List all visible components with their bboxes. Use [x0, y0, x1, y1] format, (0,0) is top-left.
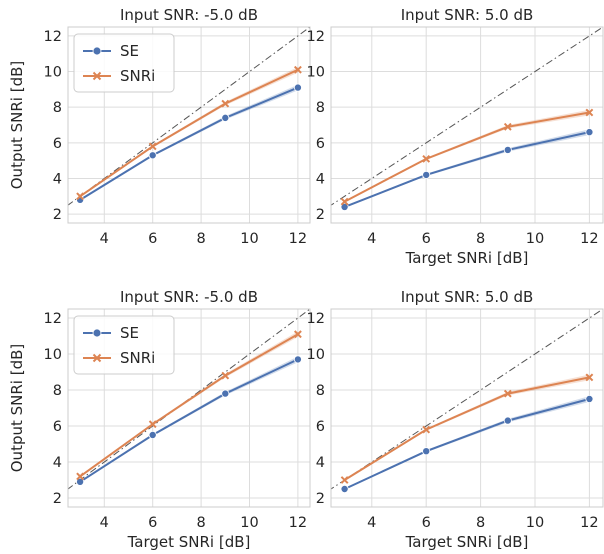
data-point: [504, 146, 511, 153]
panel-title: Input SNR: -5.0 dB: [120, 6, 258, 24]
legend: SE SNRi: [74, 34, 174, 92]
y-tick-label: 12: [307, 311, 325, 327]
data-point: [586, 395, 593, 402]
panel-2: 4 6 8 10 12 2 4 6 8 10 12 Input SNR: 5.0 dB Target S…: [304, 6, 603, 267]
data-point: [294, 84, 301, 91]
y-tick-label: 6: [53, 136, 62, 152]
y-axis-label: Output SNRi [dB]: [8, 344, 26, 473]
data-point: [341, 485, 348, 492]
x-tick-label: 6: [148, 515, 157, 531]
legend-label: SNRi: [120, 349, 155, 367]
panel-title: Input SNR: 5.0 dB: [401, 288, 534, 306]
y-tick-label: 8: [316, 100, 325, 116]
y-tick-label: 12: [44, 311, 62, 327]
legend-label: SNRi: [120, 67, 155, 85]
y-tick-label: 6: [316, 136, 325, 152]
x-tick-label: 8: [196, 231, 205, 247]
x-tick-label: 10: [240, 231, 258, 247]
data-point: [504, 417, 511, 424]
x-tick-label: 12: [580, 231, 598, 247]
x-axis-label: Target SNRi [dB]: [405, 249, 529, 267]
y-tick-label: 12: [307, 29, 325, 45]
x-tick-label: 4: [100, 515, 109, 531]
y-tick-label: 2: [316, 491, 325, 507]
x-tick-label: 4: [367, 231, 376, 247]
y-tick-label: 4: [53, 455, 62, 471]
panel-title: Input SNR: 5.0 dB: [401, 6, 534, 24]
x-tick-label: 10: [240, 515, 258, 531]
x-tick-label: 6: [148, 231, 157, 247]
data-point: [294, 356, 301, 363]
y-tick-label: 4: [316, 455, 325, 471]
x-tick-label: 6: [422, 231, 431, 247]
legend-marker: [93, 47, 101, 55]
panel-3: 4 6 8 10 12 2 4 6 8 10 12 Input SNR: -5.0 dB Target …: [8, 288, 310, 551]
x-tick-label: 8: [476, 515, 485, 531]
legend-marker: [93, 329, 101, 337]
data-point: [222, 390, 229, 397]
legend: SE SNRi: [74, 316, 174, 374]
legend-label: SE: [120, 324, 139, 342]
y-tick-label: 2: [53, 491, 62, 507]
x-tick-label: 10: [526, 231, 544, 247]
legend-label: SE: [120, 42, 139, 60]
data-point: [222, 114, 229, 121]
data-point: [423, 171, 430, 178]
x-tick-label: 8: [196, 515, 205, 531]
y-tick-label: 10: [44, 347, 62, 363]
data-point: [149, 431, 156, 438]
panel-4: 4 6 8 10 12 2 4 6 8 10 12 Input SNR: 5.0 dB Target S…: [304, 288, 603, 551]
x-tick-label: 10: [526, 515, 544, 531]
y-tick-label: 10: [307, 347, 325, 363]
x-tick-label: 12: [289, 231, 307, 247]
x-axis-label: Target SNRi [dB]: [405, 533, 529, 551]
x-axis-label: Target SNRi [dB]: [127, 533, 251, 551]
x-tick-label: 6: [422, 515, 431, 531]
y-tick-label: 2: [316, 207, 325, 223]
y-tick-label: 8: [316, 383, 325, 399]
data-point: [423, 448, 430, 455]
y-tick-label: 6: [53, 419, 62, 435]
panel-1: 4 6 8 10 12 2 4 6 8 10 12 Input SNR: -5.0 dB Output …: [8, 6, 310, 247]
y-tick-label: 8: [53, 100, 62, 116]
y-tick-label: 10: [44, 65, 62, 81]
data-point: [149, 152, 156, 159]
panel-title: Input SNR: -5.0 dB: [120, 288, 258, 306]
x-tick-label: 4: [367, 515, 376, 531]
y-tick-label: 2: [53, 207, 62, 223]
y-tick-label: 6: [316, 419, 325, 435]
x-tick-label: 12: [289, 515, 307, 531]
x-tick-label: 12: [580, 515, 598, 531]
y-tick-label: 12: [44, 29, 62, 45]
data-point: [586, 129, 593, 136]
x-tick-label: 8: [476, 231, 485, 247]
y-tick-label: 8: [53, 383, 62, 399]
x-tick-label: 4: [100, 231, 109, 247]
y-tick-label: 10: [307, 65, 325, 81]
y-tick-label: 4: [316, 171, 325, 187]
y-tick-label: 4: [53, 171, 62, 187]
y-axis-label: Output SNRi [dB]: [8, 61, 26, 190]
